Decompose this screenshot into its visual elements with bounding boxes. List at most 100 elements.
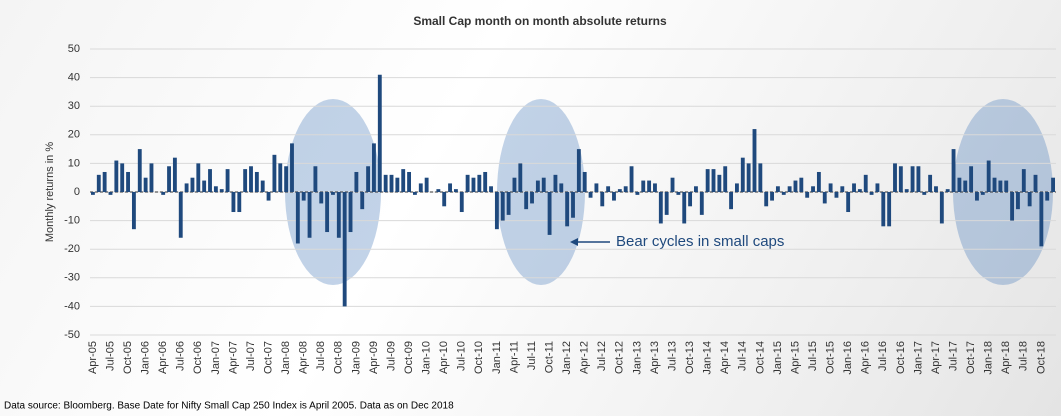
x-tick-label: Apr-10 [438,341,450,374]
bar [734,183,739,192]
x-tick-label: Apr-12 [579,341,591,374]
bar [1027,192,1032,207]
bar [863,174,868,192]
bar [834,192,839,198]
bar [237,192,242,213]
bar [617,189,622,192]
bar [219,189,224,192]
x-tick-label: Apr-05 [87,341,99,374]
x-tick-label: Oct-11 [543,341,555,373]
bar [699,192,704,215]
bar [998,180,1003,192]
bar [524,192,529,210]
bar [547,192,552,235]
bar [202,180,207,192]
bar [442,192,447,207]
x-tick-label: Jul-14 [737,341,749,371]
bar [951,149,956,192]
bar [770,192,774,201]
x-tick-label: Oct-13 [684,341,696,374]
bar [816,171,821,192]
y-tick-label: -30 [64,272,80,284]
bar [600,192,605,207]
x-tick-label: Apr-18 [1000,341,1012,374]
bar [594,183,599,192]
bar [1051,177,1056,192]
bar [102,171,107,192]
bar [822,192,827,204]
bar [126,171,130,192]
x-tick-label: Jul-15 [807,341,819,371]
bar [494,192,499,230]
bar [705,169,710,192]
x-tick-label: Jan-09 [350,341,362,375]
y-tick-label: -20 [64,243,80,255]
x-tick-label: Jul-07 [245,341,257,371]
bar [623,186,628,192]
bar [530,192,534,204]
x-tick-label: Apr-16 [860,341,872,374]
x-tick-label: Jul-17 [947,341,959,371]
bar [922,192,927,195]
bar [178,192,183,238]
x-tick-label: Jul-16 [877,341,889,371]
bar [401,169,406,192]
bar [518,163,523,192]
y-axis-label: Monthly returns in % [44,142,56,242]
bar [576,149,581,192]
x-tick-label: Apr-17 [930,341,942,374]
bar [840,186,845,192]
x-tick-label: Oct-09 [403,341,415,374]
bar [647,180,652,192]
bar [869,192,874,195]
x-tick-label: Jan-12 [561,341,573,375]
annotation: Bear cycles in small caps [616,233,784,250]
bar [137,149,142,192]
bar [535,180,540,192]
bar [781,192,786,195]
bar [664,192,669,215]
bar [131,192,136,230]
bar [828,183,833,192]
x-tick-label: Jul-08 [315,341,327,371]
y-tick-label: -40 [64,300,80,312]
bar [729,192,734,210]
bar [969,166,974,192]
x-tick-label: Jan-18 [983,341,995,375]
bar [875,183,880,192]
bar [787,186,792,192]
x-tick-label: Oct-06 [192,341,204,374]
bar [331,192,335,195]
x-tick-label: Jul-10 [456,341,468,371]
x-tick-label: Jul-06 [175,341,187,371]
x-tick-label: Apr-14 [719,341,731,374]
x-tick-label: Apr-06 [157,341,169,374]
bar [243,169,248,192]
x-tick-label: Oct-17 [965,341,977,374]
bar [582,171,587,192]
bar [418,183,423,192]
bar [975,192,979,201]
bar [898,166,903,192]
y-tick-label: -10 [64,215,80,227]
bar [916,166,921,192]
x-tick-label: Oct-10 [473,341,485,374]
x-tick-label: Jul-12 [596,341,608,371]
bar [571,192,575,218]
bar [752,129,757,192]
x-tick-label: Apr-08 [298,341,310,374]
bar [284,166,289,192]
bar [254,171,259,192]
x-tick-label: Apr-13 [649,341,661,374]
x-tick-label: Jan-16 [842,341,854,375]
bar [939,192,944,224]
bar [1004,180,1009,192]
bar [167,166,171,192]
bar [799,177,804,192]
y-tick-label: -50 [64,329,80,341]
bar [1021,169,1026,192]
bar [682,192,687,224]
bar [172,157,177,192]
bar [775,186,780,192]
bar [459,192,464,213]
